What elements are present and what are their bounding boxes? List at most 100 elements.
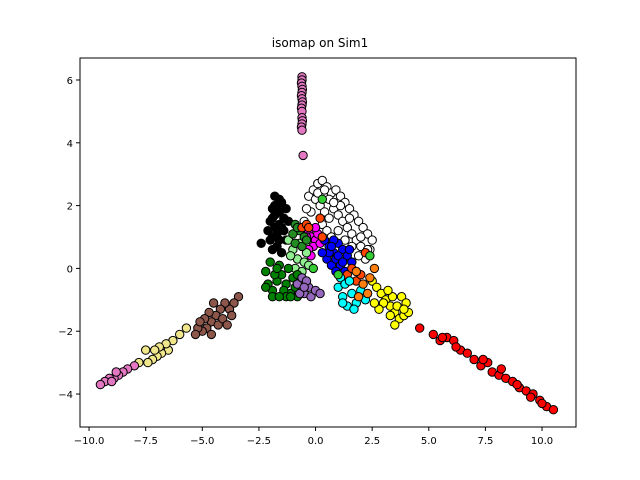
scatter-point	[390, 320, 400, 330]
scatter-point	[222, 320, 232, 330]
scatter-point	[295, 288, 305, 299]
scatter-point	[317, 232, 327, 242]
scatter-point	[537, 398, 547, 409]
scatter-point	[369, 263, 380, 274]
scatter-point	[326, 260, 337, 270]
scatter-point	[338, 257, 348, 267]
scatter-point	[267, 244, 278, 255]
scatter-point	[387, 292, 398, 302]
scatter-point	[451, 342, 461, 352]
scatter-point	[344, 213, 355, 223]
scatter-point	[462, 348, 472, 358]
y-tick-label: 4	[67, 139, 73, 150]
scatter-point	[283, 263, 294, 274]
y-tick-label: 0	[67, 264, 73, 275]
scatter-point	[304, 222, 314, 233]
scatter-point	[143, 357, 153, 368]
scatter-point	[317, 194, 327, 205]
scatter-point	[369, 298, 380, 308]
scatter-point	[297, 241, 307, 252]
y-axis: −4 −2 0 2 4 6	[58, 76, 80, 401]
x-tick-label: 10.0	[531, 436, 553, 447]
scatter-point	[374, 304, 384, 314]
scatter-point	[333, 270, 343, 280]
scatter-point	[342, 222, 352, 233]
scatter-point	[319, 207, 330, 217]
scatter-point	[324, 213, 334, 223]
scatter-point	[331, 185, 341, 195]
scatter-point	[190, 329, 201, 340]
scatter-point	[367, 235, 377, 245]
scatter-point	[428, 329, 438, 340]
x-tick-label: 0.0	[308, 436, 324, 447]
scatter-point	[385, 310, 395, 321]
scatter-point	[396, 292, 407, 302]
x-tick-label: −5.0	[190, 436, 214, 447]
scatter-point	[299, 282, 309, 292]
scatter-point	[469, 354, 479, 365]
scatter-point	[256, 238, 266, 249]
x-tick-label: 7.5	[477, 436, 493, 447]
scatter-point	[496, 364, 506, 374]
scatter-point	[526, 392, 536, 402]
scatter-point	[335, 191, 346, 201]
scatter-point	[195, 317, 205, 327]
scatter-point	[358, 279, 368, 289]
scatter-point	[301, 248, 312, 258]
scatter-point	[378, 298, 389, 308]
scatter-point	[399, 304, 409, 314]
scatter-point	[356, 232, 366, 242]
scatter-point	[308, 263, 318, 274]
scatter-point	[478, 354, 488, 365]
scatter-point	[329, 197, 339, 208]
scatter-point	[333, 210, 343, 220]
scatter-point	[95, 379, 106, 390]
scatter-point	[333, 251, 343, 261]
scatter-point	[150, 345, 160, 355]
scatter-point	[206, 329, 217, 340]
scatter-point	[333, 226, 343, 236]
scatter-point	[297, 125, 307, 135]
scatter-point	[229, 298, 239, 308]
scatter-point	[338, 298, 348, 308]
x-tick-label: −10.0	[74, 436, 105, 447]
scatter-point	[344, 204, 355, 214]
scatter-point	[107, 376, 117, 387]
y-tick-label: 6	[67, 76, 73, 87]
scatter-point	[306, 292, 316, 302]
scatter-point	[215, 304, 226, 314]
scatter-point	[344, 244, 355, 255]
scatter-point	[383, 285, 393, 296]
scatter-point	[301, 235, 312, 245]
scatter-point	[548, 405, 559, 415]
scatter-point	[353, 216, 364, 227]
scatter-point	[298, 150, 308, 161]
scatter-point	[365, 273, 375, 283]
scatter-point	[213, 320, 223, 330]
scatter-point	[272, 263, 282, 274]
scatter-point	[353, 292, 364, 302]
scatter-point	[276, 248, 287, 258]
scatter-point	[372, 282, 382, 292]
scatter-point	[141, 345, 151, 355]
scatter-point	[351, 266, 361, 277]
x-tick-label: −2.5	[247, 436, 271, 447]
plot-area-frame	[79, 57, 577, 428]
scatter-point	[265, 257, 275, 267]
x-tick-label: −7.5	[134, 436, 158, 447]
scatter-point	[274, 292, 284, 302]
scatter-point	[319, 185, 330, 195]
scatter-point	[285, 292, 296, 302]
chart-title: isomap on Sim1	[272, 36, 368, 50]
scatter-point	[349, 304, 359, 314]
scatter-point	[218, 314, 228, 324]
scatter-point	[326, 241, 337, 252]
scatter-point	[322, 226, 332, 236]
scatter-point	[276, 222, 287, 233]
scatter-point	[175, 329, 185, 340]
y-tick-label: −4	[58, 390, 73, 401]
scatter-point	[267, 204, 278, 214]
scatter-point	[288, 229, 298, 239]
points-layer	[95, 72, 559, 415]
